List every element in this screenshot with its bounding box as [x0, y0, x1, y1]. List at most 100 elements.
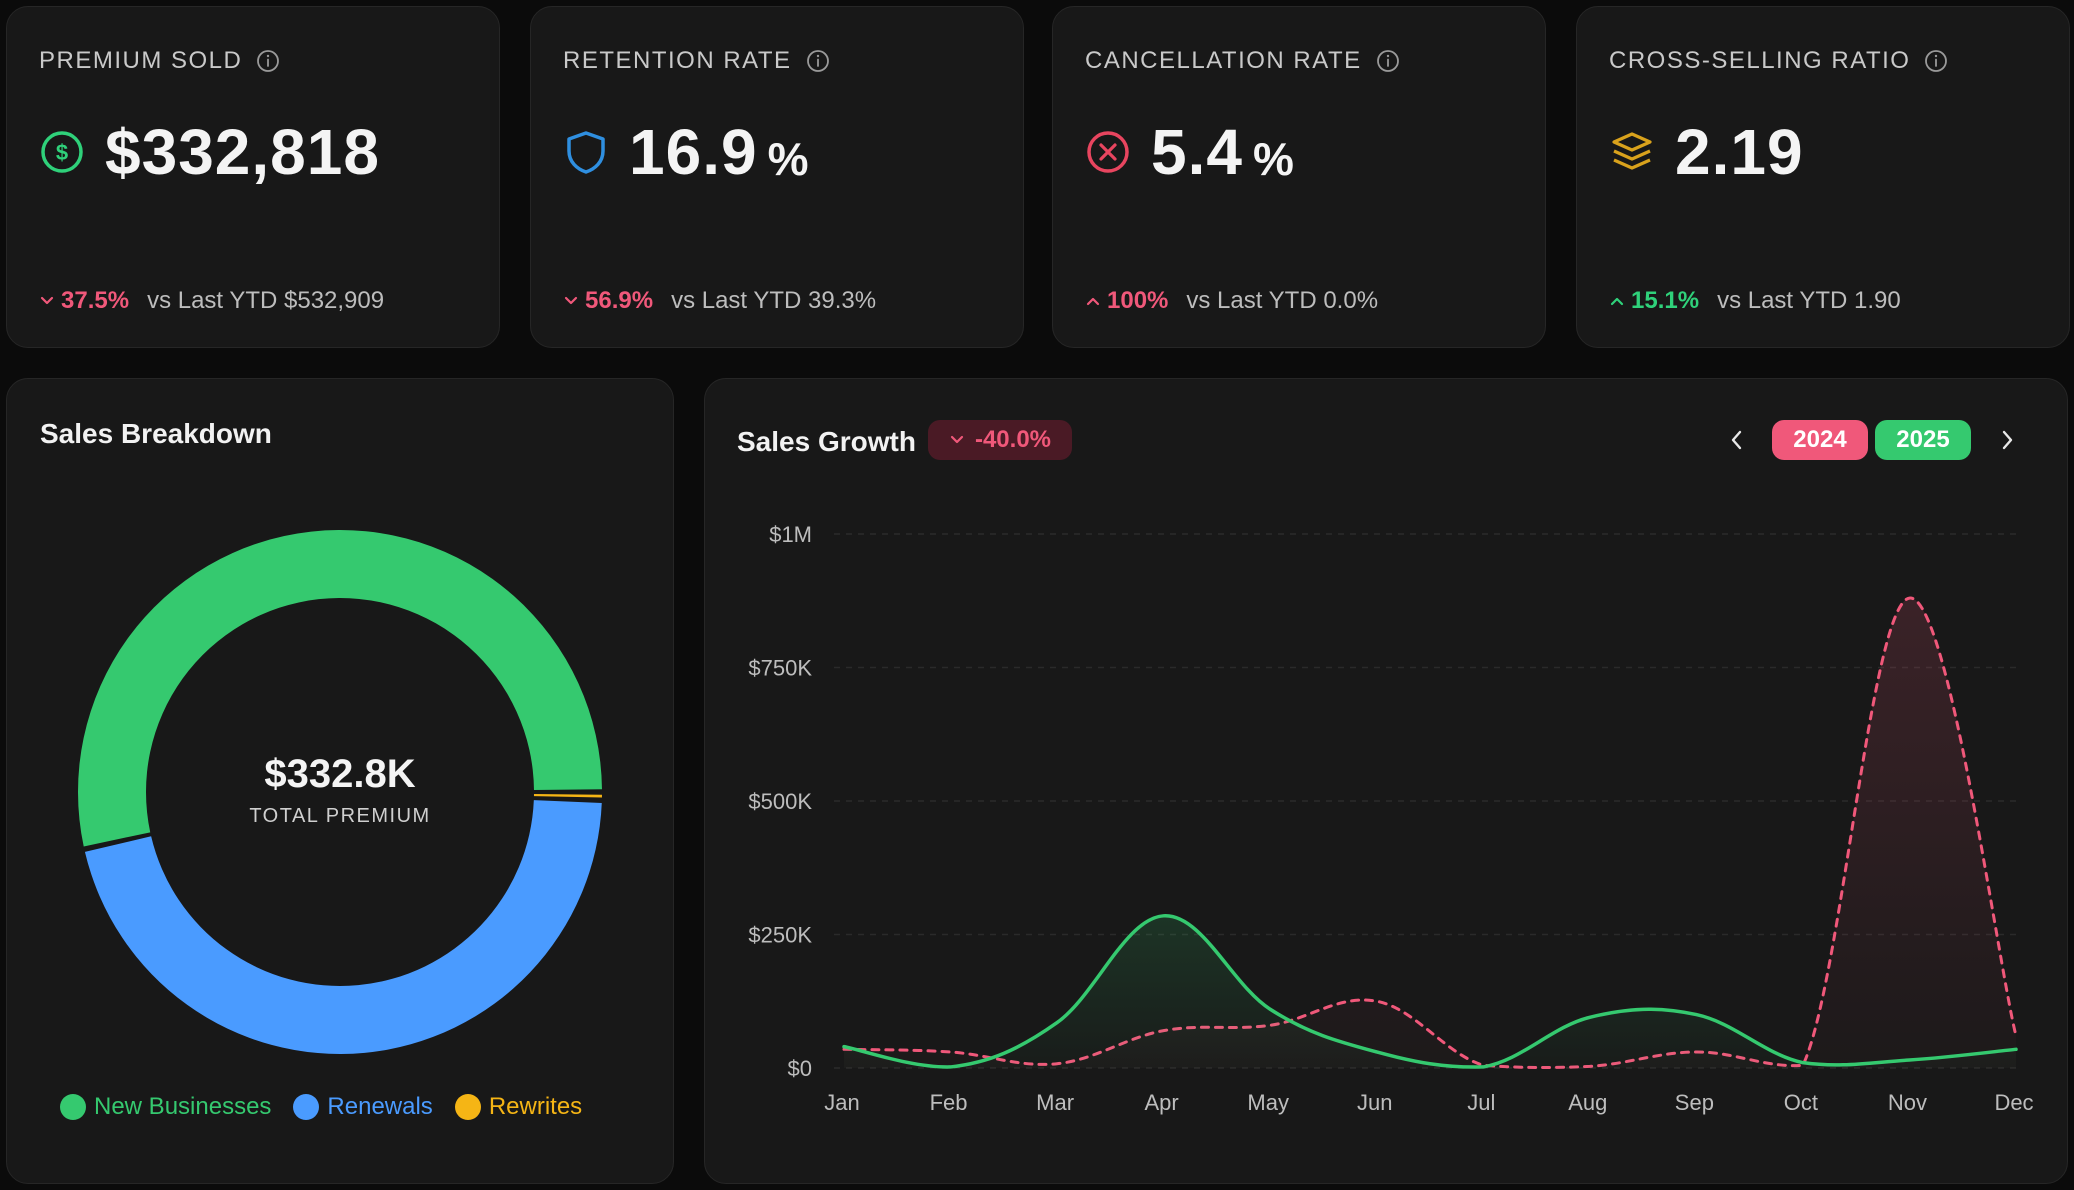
sales-growth-title: Sales Growth	[737, 426, 916, 457]
kpi-title: CANCELLATION RATE	[1085, 47, 1400, 75]
kpi-compare-text: vs Last YTD 1.90	[1717, 287, 1901, 314]
year-2025-toggle[interactable]: 2025	[1875, 420, 1971, 460]
kpi-number: 16.9	[629, 116, 758, 188]
kpi-delta-value: 100%	[1107, 287, 1169, 314]
year-2024-toggle[interactable]: 2024	[1772, 420, 1868, 460]
kpi-comparison: 37.5% vs Last YTD $532,909	[39, 287, 384, 315]
kpi-unit: %	[1252, 133, 1294, 185]
svg-text:$: $	[56, 140, 68, 165]
x-tick-label: Jan	[824, 1090, 859, 1115]
legend-label: Renewals	[327, 1093, 433, 1120]
slice-renewals[interactable]	[84, 800, 602, 1055]
x-tick-label: Sep	[1675, 1090, 1714, 1115]
kpi-card: RETENTION RATE 16.9 % 56.9% vs Last YTD …	[530, 6, 1024, 348]
x-tick-label: Nov	[1888, 1090, 1927, 1115]
x-tick-label: Oct	[1784, 1090, 1818, 1115]
kpi-card: CROSS-SELLING RATIO 2.19 15.1% vs Last Y…	[1576, 6, 2070, 348]
info-icon[interactable]	[1376, 49, 1400, 73]
info-icon[interactable]	[806, 49, 830, 73]
legend-dot	[60, 1094, 86, 1120]
x-tick-label: Mar	[1036, 1090, 1074, 1115]
y-tick-label: $500K	[748, 789, 812, 814]
info-icon[interactable]	[256, 49, 280, 73]
legend-label: New Businesses	[94, 1093, 272, 1120]
next-year-button[interactable]	[1992, 425, 2022, 455]
kpi-card: CANCELLATION RATE 5.4 % 100% vs Last YTD…	[1052, 6, 1546, 348]
kpi-delta-value: 56.9%	[585, 287, 654, 314]
kpi-delta-value: 15.1%	[1631, 287, 1700, 314]
chevron-down-icon	[950, 435, 964, 444]
kpi-number: 5.4	[1151, 116, 1243, 188]
growth-badge: -40.0%	[928, 420, 1072, 460]
kpi-card: PREMIUM SOLD $ $332,818 37.5% vs Last YT…	[6, 6, 500, 348]
legend-new-businesses[interactable]: New Businesses	[60, 1093, 271, 1121]
growth-badge-value: -40.0%	[974, 426, 1052, 453]
donut-center: $332.8K TOTAL PREMIUM	[190, 752, 490, 828]
y-tick-label: $1M	[769, 522, 812, 547]
chevron-right-icon	[2002, 430, 2013, 450]
kpi-comparison: 15.1% vs Last YTD 1.90	[1609, 287, 1901, 315]
sales-growth-chart: $0 $250K $500K $750K $1M Jan Feb Mar Apr May Jun Ju…	[748, 522, 2033, 1115]
y-tick-label: $0	[788, 1056, 812, 1081]
series-2025-area	[844, 915, 2016, 1068]
kpi-title-text: PREMIUM SOLD	[39, 47, 243, 74]
kpi-delta: 100%	[1085, 287, 1168, 315]
kpi-value: 2.19	[1609, 115, 1814, 189]
kpi-comparison: 100% vs Last YTD 0.0%	[1085, 287, 1378, 315]
kpi-number: 2.19	[1675, 116, 1804, 188]
kpi-title-text: CANCELLATION RATE	[1085, 47, 1362, 74]
series-2025-line[interactable]	[842, 914, 2018, 1069]
kpi-value: 5.4 %	[1085, 115, 1294, 189]
series-2024-area	[844, 598, 2016, 1068]
kpi-title: CROSS-SELLING RATIO	[1609, 47, 1948, 75]
x-circle-icon	[1085, 129, 1131, 175]
kpi-title-text: RETENTION RATE	[563, 47, 792, 74]
legend-renewals[interactable]: Renewals	[293, 1093, 433, 1121]
shield-icon	[563, 129, 609, 175]
kpi-value: $ $332,818	[39, 115, 390, 189]
legend-label: Rewrites	[488, 1093, 583, 1120]
kpi-delta: 15.1%	[1609, 287, 1699, 315]
slice-new-businesses[interactable]	[78, 530, 602, 847]
kpi-unit: %	[767, 133, 809, 185]
chevron-up-icon	[1610, 297, 1624, 306]
kpi-title-text: CROSS-SELLING RATIO	[1609, 47, 1911, 74]
y-tick-label: $750K	[748, 656, 812, 681]
kpi-delta: 37.5%	[39, 287, 129, 315]
breakdown-legend: New Businesses Renewals Rewrites	[60, 1093, 582, 1121]
kpi-comparison: 56.9% vs Last YTD 39.3%	[563, 287, 876, 315]
slice-rewrites[interactable]	[533, 794, 602, 798]
kpi-value: 16.9 %	[563, 115, 808, 189]
x-tick-label: Aug	[1568, 1090, 1607, 1115]
kpi-number: $332,818	[105, 116, 380, 188]
legend-dot	[454, 1094, 481, 1120]
x-tick-label: Apr	[1145, 1090, 1179, 1115]
chevron-left-icon	[1731, 430, 1742, 450]
legend-dot	[293, 1094, 320, 1120]
chevron-down-icon	[564, 296, 578, 305]
kpi-compare-text: vs Last YTD $532,909	[147, 287, 385, 314]
sales-breakdown-title: Sales Breakdown	[40, 418, 272, 449]
layers-icon	[1609, 129, 1655, 175]
x-tick-label: Jun	[1357, 1090, 1392, 1115]
x-tick-label: May	[1247, 1090, 1289, 1115]
kpi-compare-text: vs Last YTD 0.0%	[1186, 287, 1379, 314]
kpi-title: PREMIUM SOLD	[39, 47, 280, 75]
kpi-compare-text: vs Last YTD 39.3%	[671, 287, 877, 314]
x-tick-label: Dec	[1994, 1090, 2033, 1115]
legend-rewrites[interactable]: Rewrites	[454, 1093, 583, 1121]
dollar-circle-icon: $	[39, 129, 85, 175]
prev-year-button[interactable]	[1722, 425, 1752, 455]
chevron-down-icon	[40, 296, 54, 305]
x-tick-label: Jul	[1467, 1090, 1495, 1115]
chevron-up-icon	[1086, 297, 1100, 306]
sales-breakdown-donut	[78, 530, 602, 1055]
info-icon[interactable]	[1924, 49, 1948, 73]
kpi-delta: 56.9%	[563, 287, 653, 315]
kpi-delta-value: 37.5%	[61, 287, 130, 314]
total-premium-label: TOTAL PREMIUM	[249, 805, 431, 827]
total-premium-value: $332.8K	[264, 752, 416, 796]
x-tick-label: Feb	[930, 1090, 968, 1115]
y-tick-label: $250K	[748, 923, 812, 948]
kpi-title: RETENTION RATE	[563, 47, 830, 75]
